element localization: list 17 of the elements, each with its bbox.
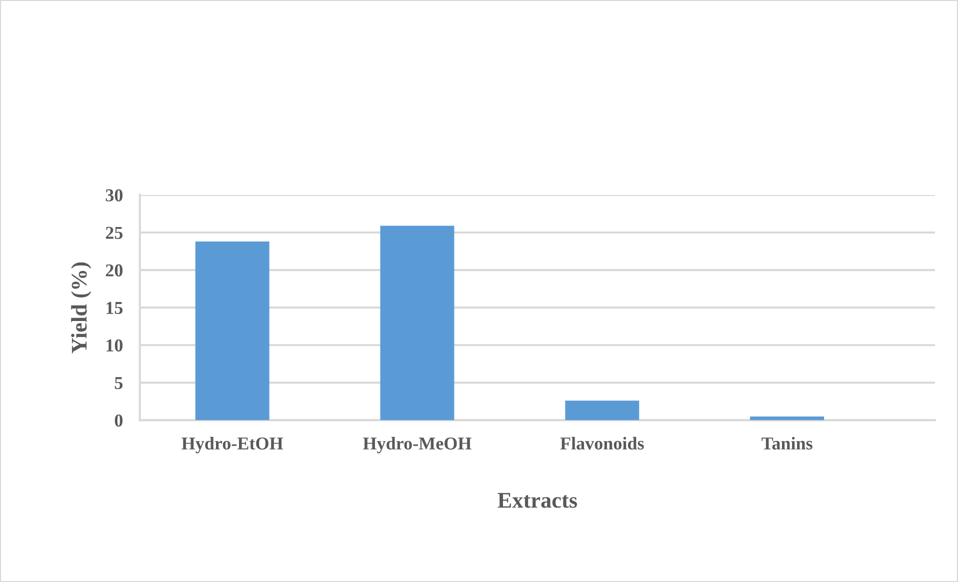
y-tick-label: 25: [106, 226, 123, 239]
y-axis-title: Yield (%): [71, 262, 92, 354]
bar: [380, 226, 454, 420]
y-tick-label: 10: [106, 339, 123, 352]
y-tick-label: 15: [106, 302, 123, 314]
bar: [195, 242, 270, 420]
x-tick-label: Hydro-EtOH: [182, 436, 284, 454]
bar: [750, 416, 824, 420]
bar: [565, 400, 640, 420]
y-tick-label: 20: [106, 264, 123, 276]
y-tick-label: 0: [114, 414, 123, 427]
x-tick-label: Hydro-MeOH: [363, 436, 472, 454]
x-tick-label: Flavonoids: [560, 436, 644, 450]
x-tick-label: Tanins: [762, 436, 812, 450]
y-tick-label: 30: [106, 189, 123, 202]
x-axis-title: Extracts: [498, 493, 577, 508]
y-tick-label: 5: [114, 377, 123, 390]
